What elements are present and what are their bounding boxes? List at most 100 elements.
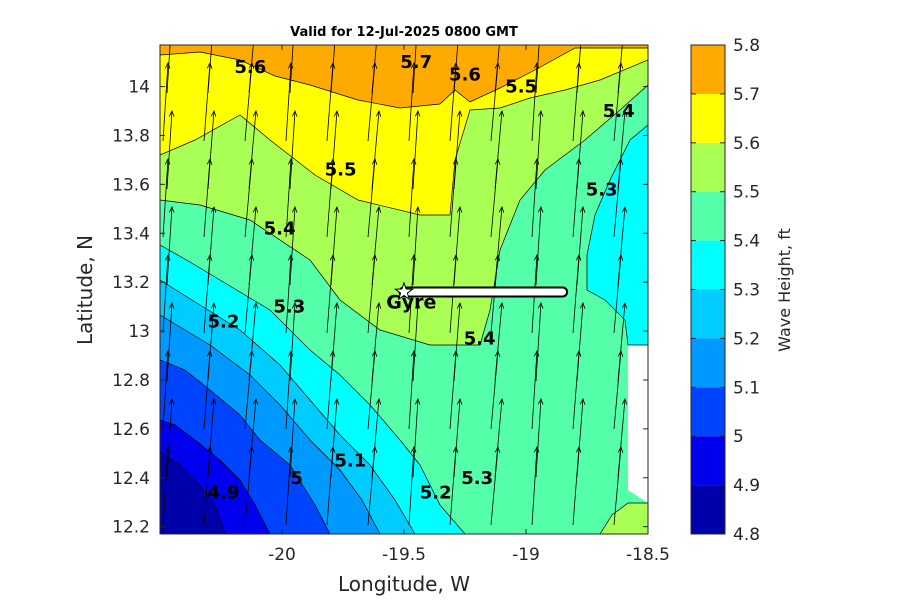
wind-arrow [330, 110, 338, 190]
wind-arrow [207, 45, 213, 94]
wind-arrow [408, 446, 415, 526]
wind-arrow-head [334, 15, 339, 21]
wind-arrow-head [287, 349, 294, 357]
wind-arrow-head [457, 15, 462, 21]
wind-arrow [166, 110, 173, 190]
wind-arrow [330, 302, 338, 382]
wind-arrow-head [168, 205, 175, 213]
y-axis-label: Latitude, N [73, 235, 97, 345]
wind-arrow-head [410, 157, 417, 165]
contour-label: 5.4 [464, 328, 496, 349]
contour-label: 4.9 [207, 482, 239, 503]
wind-arrow-head [580, 15, 585, 21]
colorbar-label: Wave Height, ft [775, 228, 794, 352]
colorbar: 4.8 4.9 5 5.1 5.2 5.3 5.4 5.5 5.6 5.7 5.8 [690, 36, 760, 545]
y-tick-label: 12.8 [112, 371, 150, 391]
wind-arrow [494, 302, 503, 382]
colorbar-tick-label: 5.5 [733, 183, 760, 203]
x-axis: -20 -19.5 -19 -18.5 [268, 45, 670, 565]
wind-arrow-head [537, 301, 544, 309]
wind-arrow-head [622, 15, 627, 21]
wind-arrow-head [287, 61, 294, 69]
y-tick-label: 12.2 [112, 518, 150, 538]
y-tick-label: 14 [128, 78, 150, 98]
wind-arrow [412, 110, 419, 190]
wind-arrow-head [499, 15, 504, 21]
colorbar-tick-label: 5.1 [733, 378, 760, 398]
contour-label: 5.2 [420, 482, 452, 503]
wind-arrow [494, 398, 503, 478]
wind-arrow [412, 398, 419, 478]
wind-arrow [207, 110, 215, 190]
wind-arrow [289, 110, 296, 190]
wind-arrow [535, 45, 540, 94]
annotations: Gyre [386, 292, 436, 314]
wind-arrow-head [538, 15, 543, 21]
wind-arrow [617, 206, 626, 286]
wind-arrow-head [287, 157, 294, 165]
wind-arrow-head [533, 157, 540, 165]
wind-arrow-head [164, 61, 171, 69]
wind-arrow-head [410, 445, 417, 453]
wind-arrow [494, 110, 503, 190]
wind-arrow-head [375, 397, 382, 405]
colorbar-swatch [691, 387, 725, 437]
contour-labels: 5.7 5.6 5.6 5.5 5.5 5.4 5.4 5.4 5.3 5.3 5.3 5.2 5.2 5… [207, 52, 634, 503]
wind-arrow-head [537, 109, 544, 117]
wind-arrow-head [621, 397, 628, 405]
wind-arrow-head [291, 109, 298, 117]
wind-arrow-head [579, 397, 586, 405]
wind-arrow-head [410, 253, 417, 261]
wind-arrow [494, 206, 503, 286]
band-5.5-5.6 [160, 48, 648, 215]
x-tick-label: -18.5 [626, 545, 670, 565]
wind-arrow-head [533, 253, 540, 261]
colorbar-tick-label: 4.9 [733, 476, 760, 496]
wind-arrow [285, 158, 292, 238]
colorbar-tick-label: 5.4 [733, 232, 760, 252]
wind-arrow [162, 62, 169, 142]
wind-arrow-head [533, 349, 540, 357]
contour-label: 5.6 [449, 64, 481, 85]
wind-arrow [494, 45, 500, 94]
gyre-star-marker [393, 281, 415, 301]
colorbar-tick-label: 5.2 [733, 329, 760, 349]
wind-arrow-head [211, 15, 216, 21]
contour-lines [160, 47, 648, 534]
wind-arrow-head [533, 61, 540, 69]
wind-arrow [289, 398, 296, 478]
wind-arrow-head [498, 109, 505, 117]
wind-arrow-head [333, 397, 340, 405]
colorbar-swatch [691, 338, 725, 388]
wind-arrow [531, 62, 538, 142]
wind-arrow-head [414, 397, 421, 405]
wind-arrow-head [414, 109, 421, 117]
contour-plot-area [160, 15, 648, 534]
wind-arrow [207, 398, 215, 478]
contour-label: 5.5 [505, 77, 537, 98]
wind-arrow-head [210, 397, 217, 405]
wind-arrow [453, 45, 459, 94]
x-tick-label: -19 [512, 545, 540, 565]
wind-arrow [617, 302, 626, 382]
x-tick-label: -20 [268, 545, 296, 565]
wind-arrow [248, 302, 257, 382]
wind-arrow-head [537, 205, 544, 213]
wind-arrow [408, 62, 415, 142]
wind-arrow-head [415, 15, 420, 21]
contour-label: 5.1 [334, 451, 366, 472]
contour-label: 5.4 [264, 218, 296, 239]
band-below-4.8 [160, 452, 225, 534]
wind-arrow [248, 110, 257, 190]
wind-arrow-head [456, 109, 463, 117]
wind-arrow [289, 302, 296, 382]
wind-arrow [285, 62, 292, 142]
wind-arrow [285, 254, 292, 334]
wind-arrow [453, 302, 461, 382]
wind-arrow-head [252, 397, 259, 405]
wind-arrow-head [579, 301, 586, 309]
band-4.8-4.9 [160, 420, 270, 534]
band-5.4-5.5-southeast [600, 503, 648, 534]
wind-arrow-head [168, 397, 175, 405]
